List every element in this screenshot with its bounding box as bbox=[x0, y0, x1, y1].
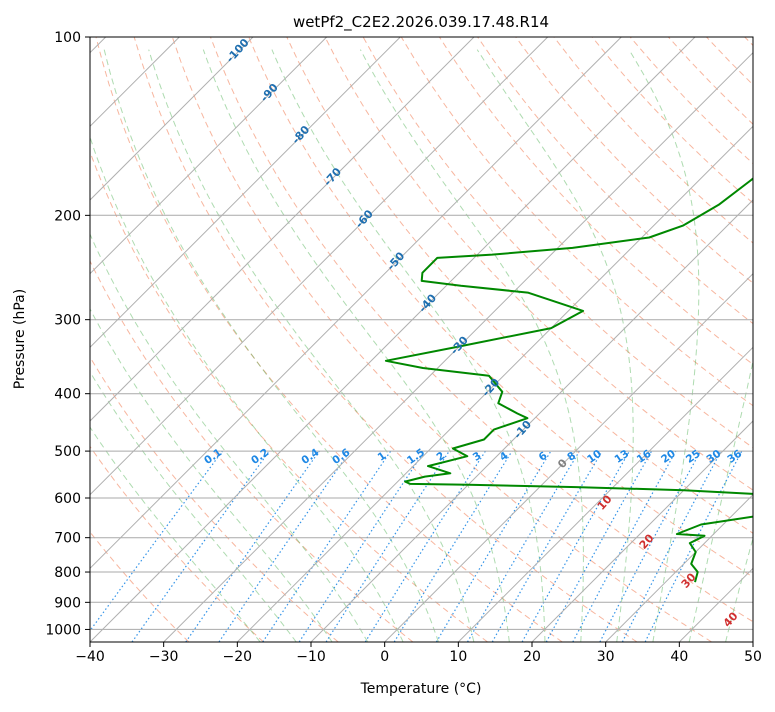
y-axis-label: Pressure (hPa) bbox=[12, 289, 28, 389]
y-tick-label: 200 bbox=[54, 208, 81, 224]
y-tick-label: 400 bbox=[54, 387, 81, 403]
x-tick-label: 50 bbox=[744, 649, 762, 665]
y-tick-label: 800 bbox=[54, 565, 81, 581]
y-tick-label: 1000 bbox=[45, 622, 81, 638]
y-tick-label: 700 bbox=[54, 531, 81, 547]
y-tick-label: 600 bbox=[54, 491, 81, 507]
x-axis-label: Temperature (°C) bbox=[360, 681, 482, 697]
x-tick-label: 40 bbox=[670, 649, 688, 665]
x-tick-label: −40 bbox=[75, 649, 105, 665]
x-tick-label: 30 bbox=[597, 649, 615, 665]
x-tick-label: −10 bbox=[296, 649, 326, 665]
y-tick-label: 100 bbox=[54, 30, 81, 46]
y-tick-label: 300 bbox=[54, 313, 81, 329]
x-tick-label: 10 bbox=[449, 649, 467, 665]
x-tick-label: 20 bbox=[523, 649, 541, 665]
x-tick-label: −30 bbox=[149, 649, 179, 665]
x-tick-label: −20 bbox=[223, 649, 253, 665]
y-tick-label: 900 bbox=[54, 595, 81, 611]
chart-title: wetPf2_C2E2.2026.039.17.48.R14 bbox=[293, 13, 549, 32]
y-tick-label: 500 bbox=[54, 444, 81, 460]
x-tick-label: 0 bbox=[380, 649, 389, 665]
